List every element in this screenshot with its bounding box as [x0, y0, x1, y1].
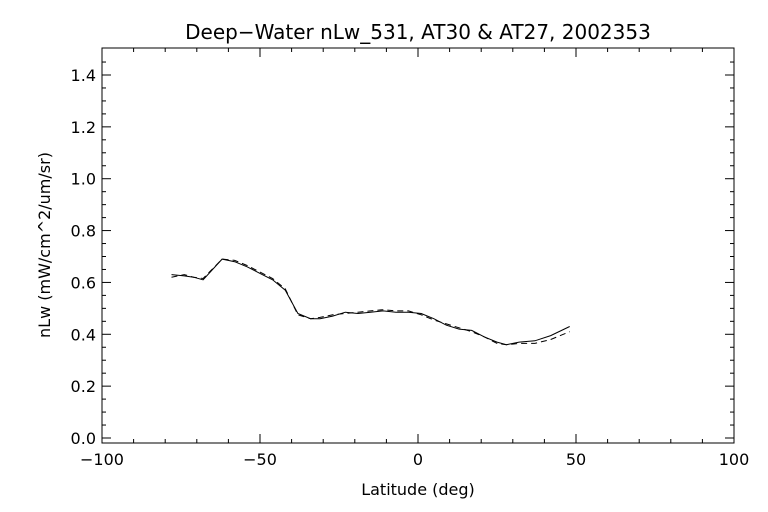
y-tick-label: 0.6: [71, 273, 96, 292]
y-tick-label: 1.0: [71, 170, 96, 189]
y-tick-label: 0.4: [71, 325, 96, 344]
y-axis-label: nLw (mW/cm^2/um/sr): [35, 152, 54, 338]
ticks: −100 −50 0 50 100 0.0 0.2 0.4 0.6 0.8 1.0 1.2 1.4: [71, 48, 750, 469]
y-tick-label: 0.0: [71, 429, 96, 448]
chart-title: Deep−Water nLw_531, AT30 & AT27, 2002353: [185, 20, 651, 44]
x-tick-label: 100: [719, 450, 750, 469]
series-line-dashed: [171, 258, 570, 346]
y-tick-label: 0.2: [71, 377, 96, 396]
x-tick-label: 0: [413, 450, 423, 469]
x-tick-label: 50: [566, 450, 586, 469]
series-group: [171, 258, 570, 346]
y-tick-label: 0.8: [71, 222, 96, 241]
plot-frame: [101, 47, 735, 444]
y-tick-label: 1.4: [71, 66, 96, 85]
series-line-solid: [171, 258, 570, 346]
x-tick-label: −100: [80, 450, 124, 469]
x-axis-label: Latitude (deg): [361, 480, 475, 499]
y-tick-label: 1.2: [71, 118, 96, 137]
x-tick-label: −50: [243, 450, 277, 469]
